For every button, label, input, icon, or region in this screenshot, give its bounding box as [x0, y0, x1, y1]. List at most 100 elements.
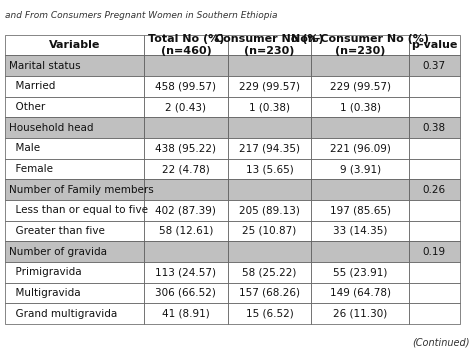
Text: 205 (89.13): 205 (89.13) [239, 205, 300, 215]
Bar [228, 262, 311, 282]
Bar [144, 282, 228, 303]
Bar [409, 303, 460, 324]
Bar [409, 55, 460, 76]
Bar [311, 55, 409, 76]
Text: 26 (11.30): 26 (11.30) [333, 308, 387, 319]
Text: 22 (4.78): 22 (4.78) [162, 164, 210, 174]
Bar [409, 138, 460, 159]
Bar [311, 262, 409, 282]
Text: 41 (8.91): 41 (8.91) [162, 308, 210, 319]
Text: 113 (24.57): 113 (24.57) [155, 267, 217, 277]
Bar [144, 117, 228, 138]
Bar [144, 97, 228, 117]
Text: (Continued): (Continued) [412, 338, 469, 348]
Bar [5, 262, 144, 282]
Bar [311, 97, 409, 117]
Text: 157 (68.26): 157 (68.26) [239, 288, 300, 298]
Bar [228, 220, 311, 241]
Text: 458 (99.57): 458 (99.57) [155, 82, 217, 91]
Bar [409, 200, 460, 220]
Bar [228, 159, 311, 179]
Bar [311, 138, 409, 159]
Text: Number of gravida: Number of gravida [9, 247, 107, 257]
Bar [5, 35, 144, 55]
Bar [409, 241, 460, 262]
Bar [228, 76, 311, 97]
Text: Variable: Variable [49, 40, 100, 50]
Text: 13 (5.65): 13 (5.65) [246, 164, 293, 174]
Text: 229 (99.57): 229 (99.57) [329, 82, 391, 91]
Bar [311, 200, 409, 220]
Text: and From Consumers Pregnant Women in Southern Ethiopia: and From Consumers Pregnant Women in Sou… [5, 10, 277, 20]
Bar [311, 76, 409, 97]
Text: 149 (64.78): 149 (64.78) [329, 288, 391, 298]
Bar [144, 220, 228, 241]
Bar [5, 179, 144, 200]
Bar [144, 200, 228, 220]
Bar [5, 282, 144, 303]
Text: 306 (66.52): 306 (66.52) [155, 288, 216, 298]
Bar [228, 200, 311, 220]
Text: 197 (85.65): 197 (85.65) [329, 205, 391, 215]
Bar [228, 35, 311, 55]
Bar [228, 97, 311, 117]
Text: 15 (6.52): 15 (6.52) [246, 308, 293, 319]
Bar [144, 159, 228, 179]
Text: 221 (96.09): 221 (96.09) [329, 144, 391, 153]
Text: 0.37: 0.37 [423, 61, 446, 71]
Bar [311, 220, 409, 241]
Bar [409, 159, 460, 179]
Bar [311, 179, 409, 200]
Bar [311, 303, 409, 324]
Text: Household head: Household head [9, 123, 93, 133]
Bar [5, 97, 144, 117]
Bar [311, 35, 409, 55]
Bar [5, 55, 144, 76]
Text: 58 (25.22): 58 (25.22) [242, 267, 297, 277]
Text: Non-Consumer No (%)
(n=230): Non-Consumer No (%) (n=230) [291, 34, 429, 56]
Text: Total No (%)
(n=460): Total No (%) (n=460) [148, 34, 224, 56]
Text: Grand multigravida: Grand multigravida [9, 308, 117, 319]
Bar [228, 117, 311, 138]
Text: Less than or equal to five: Less than or equal to five [9, 205, 147, 215]
Text: 1 (0.38): 1 (0.38) [249, 102, 290, 112]
Text: 0.19: 0.19 [423, 247, 446, 257]
Bar [228, 241, 311, 262]
Text: p-value: p-value [411, 40, 457, 50]
Bar [144, 76, 228, 97]
Text: 402 (87.39): 402 (87.39) [155, 205, 216, 215]
Bar [409, 262, 460, 282]
Bar [311, 282, 409, 303]
Bar [144, 241, 228, 262]
Text: Number of Family members: Number of Family members [9, 185, 153, 195]
Bar [5, 200, 144, 220]
Text: Multigravida: Multigravida [9, 288, 80, 298]
Bar [144, 35, 228, 55]
Bar [311, 159, 409, 179]
Bar [228, 303, 311, 324]
Text: Female: Female [9, 164, 53, 174]
Bar [144, 262, 228, 282]
Bar [409, 35, 460, 55]
Bar [409, 220, 460, 241]
Bar [5, 117, 144, 138]
Bar [228, 282, 311, 303]
Bar [311, 117, 409, 138]
Bar [311, 241, 409, 262]
Text: 55 (23.91): 55 (23.91) [333, 267, 387, 277]
Bar [409, 179, 460, 200]
Bar [228, 55, 311, 76]
Text: Primigravida: Primigravida [9, 267, 81, 277]
Bar [409, 76, 460, 97]
Bar [144, 179, 228, 200]
Text: Consumer No (%)
(n=230): Consumer No (%) (n=230) [215, 34, 324, 56]
Text: Male: Male [9, 144, 40, 153]
Text: 1 (0.38): 1 (0.38) [339, 102, 381, 112]
Text: Other: Other [9, 102, 45, 112]
Bar [144, 138, 228, 159]
Bar [409, 97, 460, 117]
Bar [144, 303, 228, 324]
Text: Marital status: Marital status [9, 61, 80, 71]
Bar [5, 303, 144, 324]
Text: 0.26: 0.26 [423, 185, 446, 195]
